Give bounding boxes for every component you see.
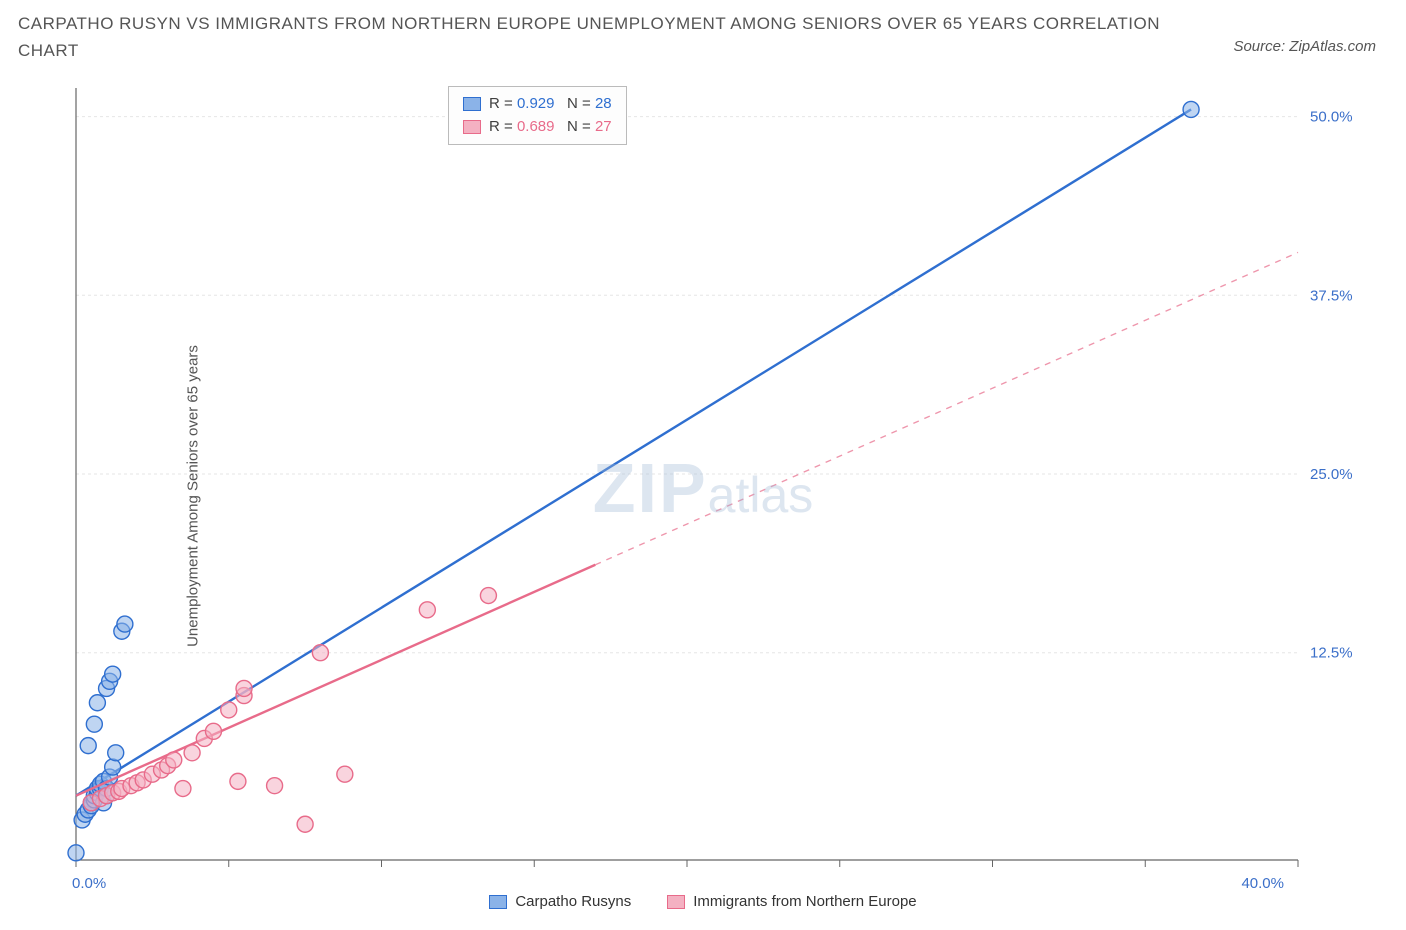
correlation-scatter-chart: 12.5% 25.0% 37.5% 50.0% 0.0% 40.0%: [18, 80, 1388, 910]
svg-text:40.0%: 40.0%: [1241, 875, 1284, 892]
legend-swatch: [489, 895, 507, 909]
svg-text:37.5%: 37.5%: [1310, 287, 1353, 304]
svg-text:0.0%: 0.0%: [72, 875, 106, 892]
legend-swatch: [463, 120, 481, 134]
svg-text:50.0%: 50.0%: [1310, 109, 1353, 126]
legend-swatch: [667, 895, 685, 909]
series-legend-item: Immigrants from Northern Europe: [667, 893, 916, 910]
series-name: Immigrants from Northern Europe: [693, 893, 916, 910]
stats-legend-box: R = 0.929 N = 28R = 0.689 N = 27: [448, 86, 627, 145]
svg-text:12.5%: 12.5%: [1310, 645, 1353, 662]
source-label: Source: ZipAtlas.com: [1233, 38, 1376, 55]
svg-text:25.0%: 25.0%: [1310, 466, 1353, 483]
series-legend-item: Carpatho Rusyns: [489, 893, 631, 910]
stats-legend-row: R = 0.929 N = 28: [463, 93, 612, 116]
stats-legend-row: R = 0.689 N = 27: [463, 116, 612, 139]
legend-stats-text: R = 0.689 N = 27: [489, 116, 612, 139]
series-legend: Carpatho Rusyns Immigrants from Northern …: [18, 893, 1388, 910]
chart-title: CARPATHO RUSYN VS IMMIGRANTS FROM NORTHE…: [18, 10, 1206, 64]
chart-container: Unemployment Among Seniors over 65 years…: [18, 80, 1388, 912]
y-axis-label: Unemployment Among Seniors over 65 years: [184, 345, 201, 647]
legend-stats-text: R = 0.929 N = 28: [489, 93, 612, 116]
series-name: Carpatho Rusyns: [515, 893, 631, 910]
legend-swatch: [463, 97, 481, 111]
